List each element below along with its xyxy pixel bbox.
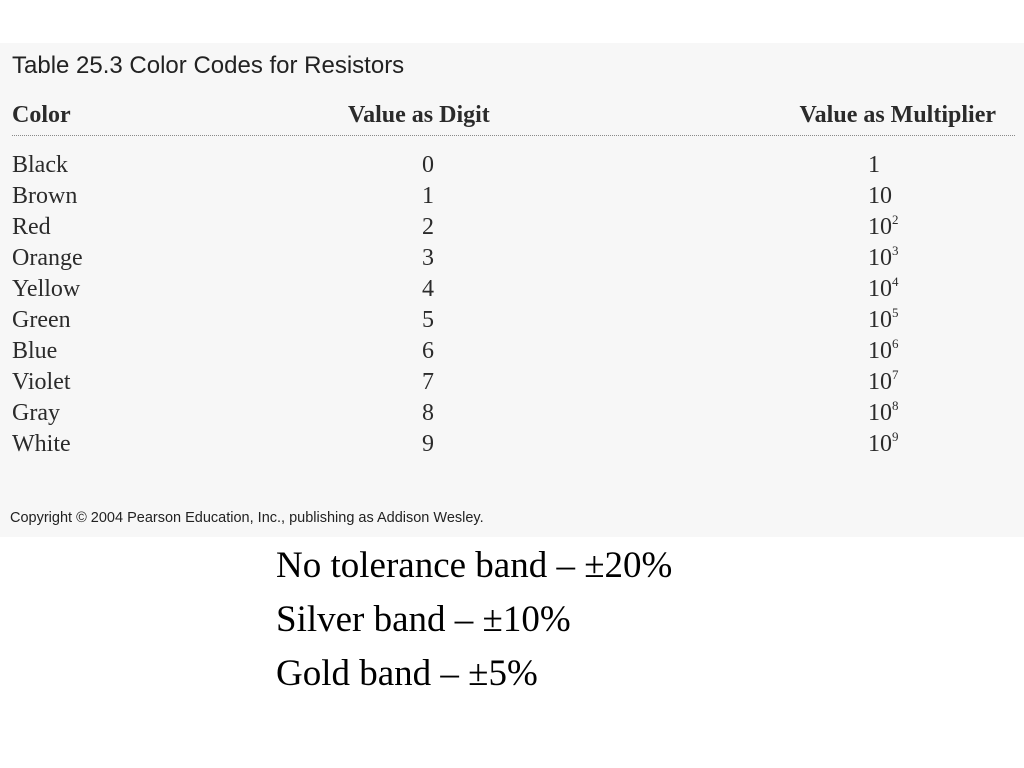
cell-color-name: Orange	[12, 245, 83, 271]
table-row: Blue 6 106	[0, 336, 1024, 367]
note-no-tolerance-band: No tolerance band – ±20%	[276, 545, 673, 586]
multiplier-base: 10	[868, 307, 892, 333]
table-row: Violet 7 107	[0, 367, 1024, 398]
header-divider	[12, 135, 1015, 136]
multiplier-base: 10	[868, 183, 892, 209]
table-row: Green 5 105	[0, 305, 1024, 336]
cell-digit-value: 1	[422, 183, 434, 209]
table-row: Red 2 102	[0, 212, 1024, 243]
table-title: Table 25.3 Color Codes for Resistors	[12, 52, 405, 79]
cell-digit-value: 2	[422, 214, 434, 240]
table-row: Brown 1 10	[0, 181, 1024, 212]
cell-digit-value: 4	[422, 276, 434, 302]
cell-color-name: Green	[12, 307, 71, 333]
table-row: Yellow 4 104	[0, 274, 1024, 305]
multiplier-base: 10	[868, 214, 892, 240]
table-body: Black 0 1 Brown 1 10 Red 2 102 Orange 3 103 Yellow 4 1…	[0, 150, 1024, 460]
multiplier-exponent: 6	[892, 336, 899, 351]
cell-digit-value: 5	[422, 307, 434, 333]
cell-digit-value: 3	[422, 245, 434, 271]
cell-multiplier-value: 106	[868, 336, 899, 367]
multiplier-base: 10	[868, 338, 892, 364]
cell-multiplier-value: 105	[868, 305, 899, 336]
note-silver-band: Silver band – ±10%	[276, 599, 571, 640]
cell-multiplier-value: 104	[868, 274, 899, 305]
tolerance-notes: No tolerance band – ±20% Silver band – ±…	[276, 539, 672, 701]
cell-color-name: Yellow	[12, 276, 81, 302]
multiplier-exponent: 3	[892, 243, 899, 258]
column-header-multiplier: Value as Multiplier	[799, 102, 996, 128]
multiplier-exponent: 7	[892, 367, 899, 382]
cell-digit-value: 9	[422, 431, 434, 457]
cell-digit-value: 6	[422, 338, 434, 364]
cell-multiplier-value: 108	[868, 398, 899, 429]
multiplier-base: 10	[868, 276, 892, 302]
cell-multiplier-value: 109	[868, 429, 899, 460]
cell-multiplier-value: 107	[868, 367, 899, 398]
table-row: White 9 109	[0, 429, 1024, 460]
cell-color-name: Brown	[12, 183, 78, 209]
cell-color-name: Gray	[12, 400, 60, 426]
multiplier-exponent: 2	[892, 212, 899, 227]
color-code-table: Table 25.3 Color Codes for Resistors Col…	[0, 43, 1024, 537]
multiplier-exponent: 8	[892, 398, 899, 413]
multiplier-exponent: 9	[892, 429, 899, 444]
cell-color-name: Blue	[12, 338, 58, 364]
column-header-digit: Value as Digit	[348, 102, 490, 128]
cell-multiplier-value: 103	[868, 243, 899, 274]
cell-multiplier-value: 102	[868, 212, 899, 243]
multiplier-base: 1	[868, 152, 880, 178]
table-row: Orange 3 103	[0, 243, 1024, 274]
cell-multiplier-value: 10	[868, 181, 892, 212]
multiplier-base: 10	[868, 431, 892, 457]
cell-color-name: Red	[12, 214, 51, 240]
table-row: Gray 8 108	[0, 398, 1024, 429]
table-row: Black 0 1	[0, 150, 1024, 181]
cell-color-name: Black	[12, 152, 68, 178]
cell-color-name: White	[12, 431, 71, 457]
multiplier-exponent: 5	[892, 305, 899, 320]
copyright-notice: Copyright © 2004 Pearson Education, Inc.…	[10, 510, 484, 526]
cell-digit-value: 8	[422, 400, 434, 426]
cell-multiplier-value: 1	[868, 150, 880, 181]
multiplier-base: 10	[868, 245, 892, 271]
cell-digit-value: 7	[422, 369, 434, 395]
cell-digit-value: 0	[422, 152, 434, 178]
cell-color-name: Violet	[12, 369, 71, 395]
multiplier-exponent: 4	[892, 274, 899, 289]
note-gold-band: Gold band – ±5%	[276, 653, 538, 694]
multiplier-base: 10	[868, 369, 892, 395]
column-header-color: Color	[12, 102, 71, 128]
multiplier-base: 10	[868, 400, 892, 426]
